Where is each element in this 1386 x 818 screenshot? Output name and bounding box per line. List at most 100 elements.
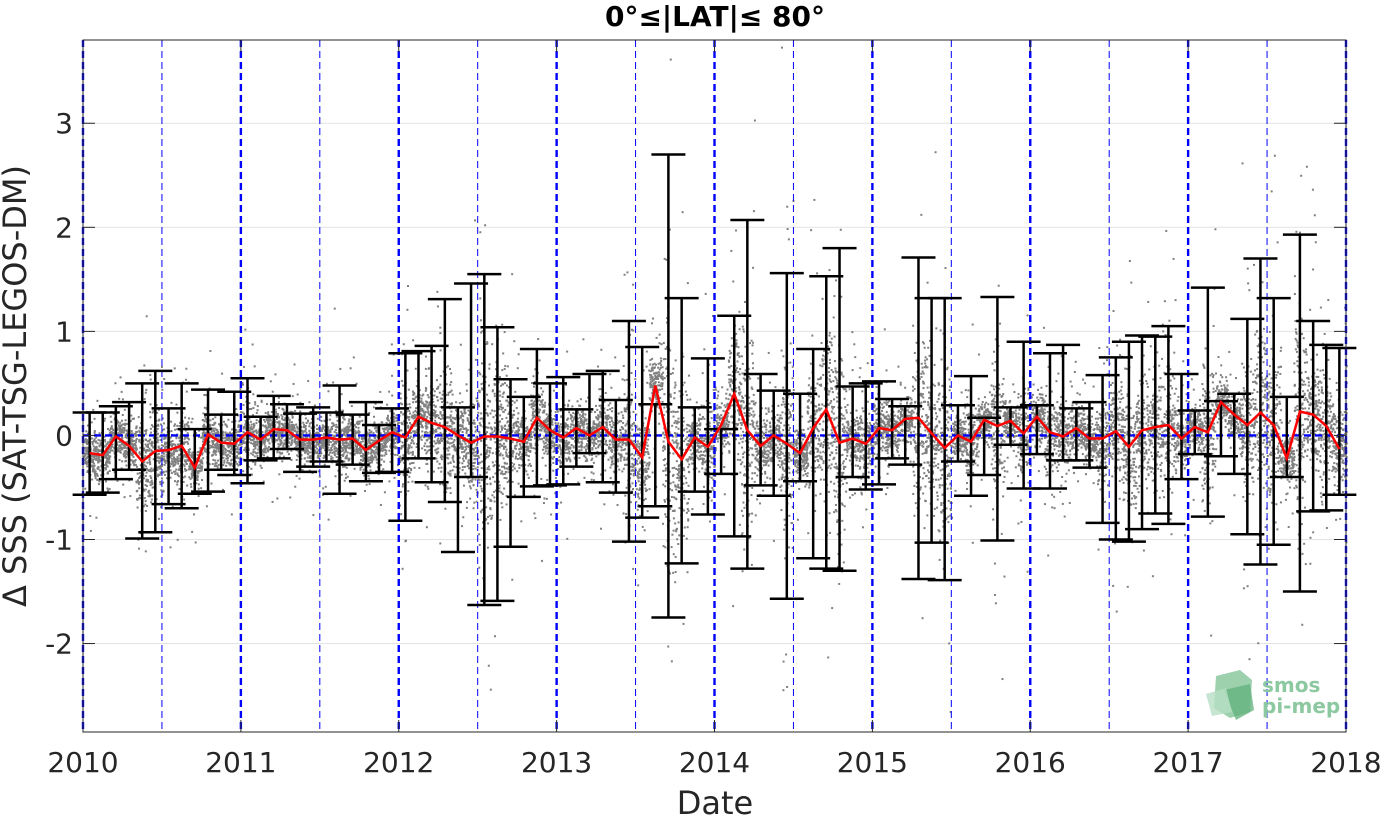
scatter-point	[198, 429, 201, 432]
scatter-point	[485, 426, 488, 429]
scatter-point	[388, 421, 391, 424]
scatter-point	[183, 459, 186, 462]
scatter-point	[191, 470, 194, 473]
scatter-point	[460, 410, 463, 413]
scatter-point	[381, 447, 384, 450]
scatter-point	[454, 435, 457, 438]
scatter-point	[191, 530, 194, 533]
scatter-point	[161, 477, 164, 480]
scatter-point	[418, 467, 421, 470]
scatter-point	[370, 461, 373, 464]
scatter-point	[363, 443, 366, 446]
scatter-point	[322, 457, 325, 460]
scatter-point	[230, 513, 233, 516]
scatter-point	[108, 455, 111, 458]
scatter-point	[530, 444, 533, 447]
scatter-point	[270, 427, 273, 430]
scatter-point	[86, 455, 89, 458]
scatter-point	[479, 461, 482, 464]
scatter-point	[445, 416, 448, 419]
scatter-point	[227, 446, 230, 449]
scatter-point	[515, 452, 518, 455]
scatter-point	[215, 432, 218, 435]
scatter-point	[480, 487, 483, 490]
scatter-point	[448, 453, 451, 456]
scatter-point	[498, 400, 501, 403]
scatter-point	[413, 417, 416, 420]
scatter-point	[512, 409, 515, 412]
scatter-point	[188, 448, 191, 451]
scatter-point	[368, 442, 371, 445]
scatter-point	[437, 440, 440, 443]
scatter-point	[197, 435, 200, 438]
scatter-point	[212, 443, 215, 446]
scatter-point	[145, 445, 148, 448]
scatter-point	[342, 455, 345, 458]
scatter-point	[183, 441, 186, 444]
scatter-point	[407, 388, 410, 391]
scatter-point	[294, 485, 297, 488]
scatter-point	[412, 397, 415, 400]
scatter-point	[124, 445, 127, 448]
scatter-point	[238, 420, 241, 423]
scatter-point	[428, 445, 431, 448]
scatter-point	[486, 414, 489, 417]
scatter-point	[157, 459, 160, 462]
scatter-point	[213, 449, 216, 452]
scatter-point	[189, 468, 192, 471]
scatter-point	[399, 440, 402, 443]
scatter-point	[471, 403, 474, 406]
scatter-point	[398, 504, 401, 507]
scatter-point	[511, 452, 514, 455]
scatter-point	[97, 438, 100, 441]
scatter-point	[425, 526, 428, 529]
scatter-point	[354, 435, 357, 438]
scatter-point	[418, 412, 421, 415]
scatter-point	[231, 444, 234, 447]
scatter-point	[389, 427, 392, 430]
scatter-point	[347, 444, 350, 447]
scatter-point	[385, 438, 388, 441]
scatter-point	[440, 470, 443, 473]
scatter-point	[144, 488, 147, 491]
scatter-point	[422, 419, 425, 422]
scatter-point	[488, 400, 491, 403]
scatter-point	[89, 448, 92, 451]
scatter-point	[170, 457, 173, 460]
scatter-point	[424, 484, 427, 487]
scatter-point	[458, 456, 461, 459]
scatter-point	[336, 448, 339, 451]
scatter-point	[291, 416, 294, 419]
scatter-point	[257, 430, 260, 433]
scatter-point	[400, 429, 403, 432]
scatter-point	[339, 367, 342, 370]
scatter-point	[493, 392, 496, 395]
scatter-point	[304, 440, 307, 443]
scatter-point	[335, 423, 338, 426]
scatter-point	[275, 411, 278, 414]
scatter-point	[210, 444, 213, 447]
scatter-point	[250, 452, 253, 455]
scatter-point	[226, 425, 229, 428]
scatter-point	[465, 506, 468, 509]
scatter-point	[251, 428, 254, 431]
scatter-point	[435, 422, 438, 425]
scatter-point	[490, 499, 493, 502]
scatter-point	[281, 430, 284, 433]
scatter-point	[304, 429, 307, 432]
scatter-point	[170, 420, 173, 423]
scatter-point	[119, 425, 122, 428]
scatter-point	[361, 455, 364, 458]
scatter-point	[337, 458, 340, 461]
scatter-point	[118, 450, 121, 453]
scatter-point	[440, 458, 443, 461]
scatter-point	[203, 437, 206, 440]
scatter-point	[475, 451, 478, 454]
scatter-point	[499, 452, 502, 455]
scatter-point	[146, 440, 149, 443]
scatter-point	[204, 418, 207, 421]
scatter-point	[434, 419, 437, 422]
scatter-point	[152, 486, 155, 489]
scatter-point	[379, 503, 382, 506]
scatter-point	[144, 550, 147, 553]
